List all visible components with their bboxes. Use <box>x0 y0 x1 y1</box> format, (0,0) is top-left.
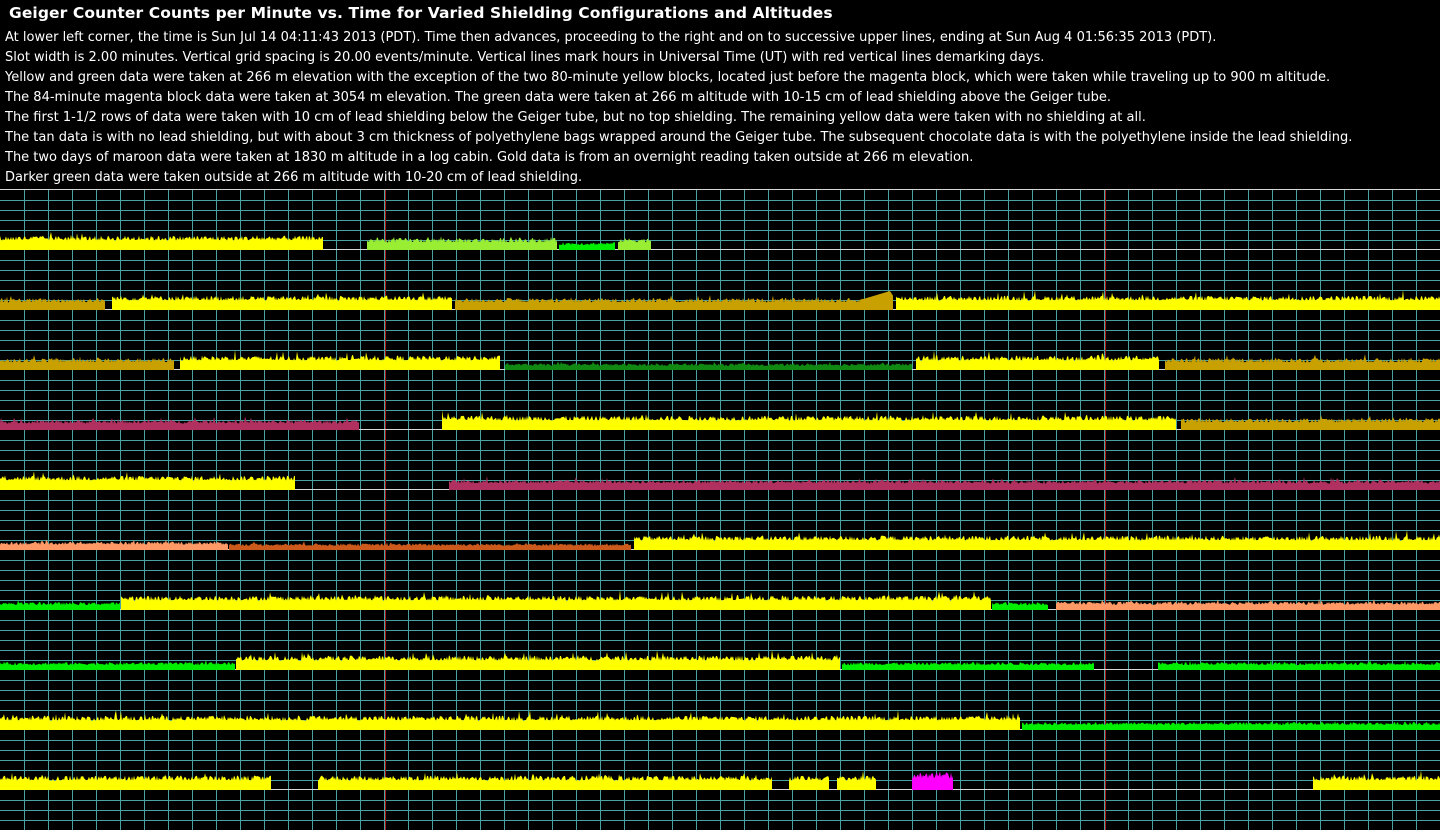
data-segment-green <box>1158 660 1440 670</box>
note-line: Yellow and green data were taken at 266 … <box>5 70 1331 85</box>
data-segment-green <box>842 661 1094 670</box>
data-segment-green <box>992 602 1048 610</box>
data-segment-yellow <box>180 349 500 370</box>
data-segment-gold <box>1181 415 1440 430</box>
data-segment-tan <box>1056 598 1440 610</box>
data-segment-yellow <box>0 772 271 790</box>
data-segment-light-green <box>618 238 651 250</box>
chart-title: Geiger Counter Counts per Minute vs. Tim… <box>9 4 833 22</box>
data-segment-maroon <box>449 475 1440 490</box>
data-segment-magenta <box>912 771 953 790</box>
data-segment-yellow <box>112 292 452 310</box>
data-segment-darker-green <box>505 361 912 370</box>
data-segment-green <box>559 242 615 250</box>
chart-header: Geiger Counter Counts per Minute vs. Tim… <box>0 0 1440 189</box>
data-segment-gold <box>1165 354 1440 370</box>
data-segment-yellow <box>0 471 295 490</box>
note-line: At lower left corner, the time is Sun Ju… <box>5 30 1217 45</box>
data-segment-yellow <box>634 530 1440 550</box>
note-line: Slot width is 2.00 minutes. Vertical gri… <box>5 50 1045 65</box>
geiger-plot <box>0 189 1440 830</box>
data-segment-gold <box>0 295 105 310</box>
data-segment-yellow <box>442 410 1176 430</box>
data-segment-yellow <box>837 770 876 790</box>
data-segment-green <box>1022 721 1440 730</box>
data-segment-yellow <box>318 772 772 790</box>
chart-notes: At lower left corner, the time is Sun Ju… <box>5 28 1352 188</box>
data-segment-chocolate <box>229 541 631 550</box>
note-line: The 84-minute magenta block data were ta… <box>5 90 1112 105</box>
note-line: The first 1-1/2 rows of data were taken … <box>5 110 1146 125</box>
data-segment-gold <box>0 355 174 370</box>
data-segment-yellow <box>1313 770 1440 790</box>
data-segment-tan <box>0 539 228 550</box>
data-segment-gold <box>455 291 893 310</box>
data-segment-yellow <box>789 775 829 790</box>
note-line: The two days of maroon data were taken a… <box>5 150 974 165</box>
data-segment-yellow <box>0 710 1020 730</box>
data-segment-yellow <box>896 290 1440 310</box>
data-segment-yellow <box>236 650 840 670</box>
data-segment-maroon <box>0 416 359 430</box>
data-segment-yellow <box>121 589 991 610</box>
data-segment-light-green <box>367 236 557 250</box>
note-line: The tan data is with no lead shielding, … <box>5 130 1353 145</box>
data-segment-yellow <box>916 350 1159 370</box>
data-segment-green <box>0 600 120 610</box>
note-line: Darker green data were taken outside at … <box>5 170 583 185</box>
data-segment-yellow <box>0 231 323 250</box>
data-segment-green <box>0 659 235 670</box>
